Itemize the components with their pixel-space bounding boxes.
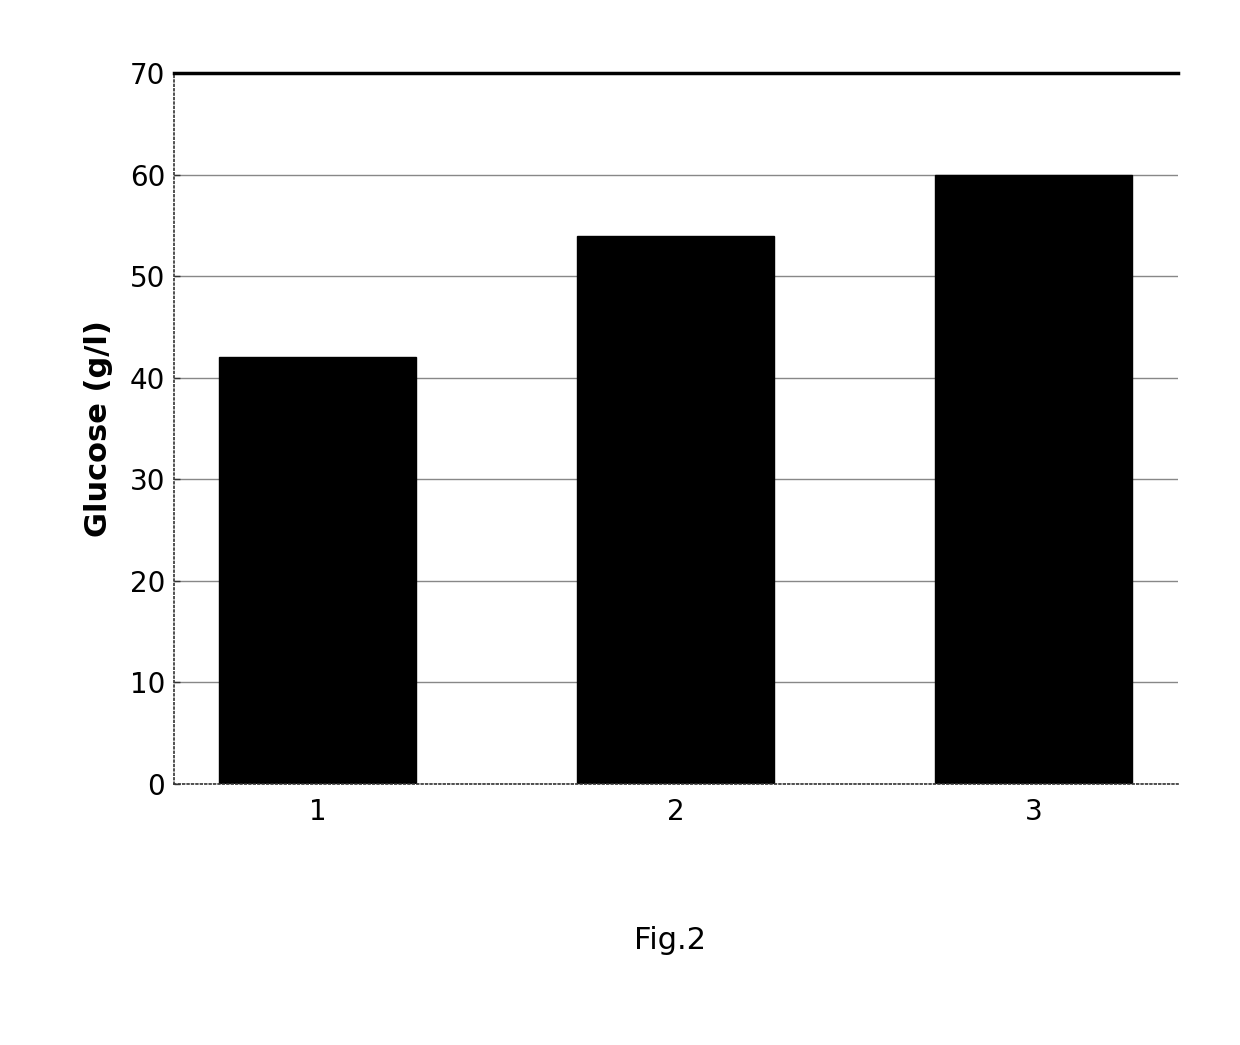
- Bar: [578, 235, 774, 784]
- Bar: [219, 357, 417, 784]
- Text: Fig.2: Fig.2: [634, 926, 706, 955]
- Y-axis label: Glucose (g/l): Glucose (g/l): [84, 320, 113, 537]
- Bar: [935, 175, 1132, 784]
